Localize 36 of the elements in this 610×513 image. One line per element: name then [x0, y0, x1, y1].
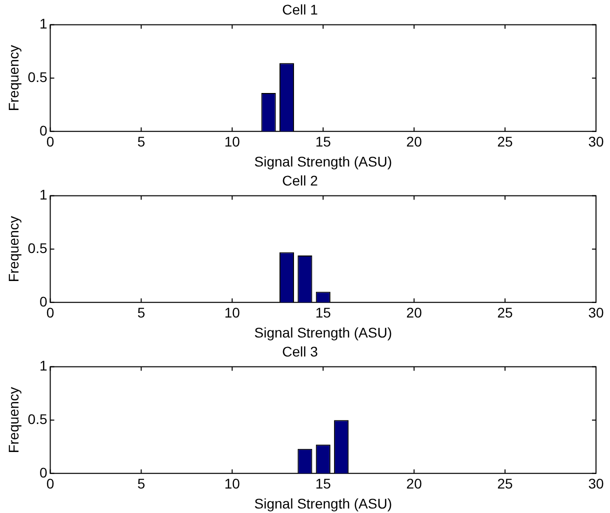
x-axis-title: Signal Strength (ASU) [254, 324, 392, 340]
chart-title: Cell 1 [282, 1, 318, 18]
x-tick-label: 30 [588, 134, 604, 150]
y-tick-label: 1 [39, 358, 48, 374]
x-tick-label: 5 [137, 134, 146, 150]
chart-title: Cell 3 [282, 343, 318, 360]
y-tick-label: 0.5 [28, 68, 48, 85]
x-tick-label: 10 [224, 304, 240, 321]
x-tick-label: 15 [315, 476, 332, 492]
chart-title: Cell 2 [282, 172, 318, 188]
x-tick-label: 10 [224, 134, 240, 150]
x-tick-label: 25 [497, 134, 514, 150]
x-tick-label: 30 [588, 476, 604, 492]
y-tick-label: 1 [39, 16, 48, 32]
y-tick-label: 0 [39, 122, 48, 138]
x-tick-label: 20 [406, 134, 422, 150]
y-axis-title: Frequency [5, 216, 22, 282]
x-tick-label: 20 [406, 476, 422, 492]
x-tick-label: 5 [137, 304, 146, 321]
y-tick-label: 0 [39, 464, 48, 480]
x-tick-label: 5 [137, 476, 146, 492]
y-tick-label: 0.5 [28, 240, 48, 256]
x-axis-title: Signal Strength (ASU) [254, 153, 392, 170]
x-tick-label: 25 [497, 476, 514, 492]
x-tick-label: 10 [224, 476, 240, 492]
y-axis-title: Frequency [5, 387, 22, 454]
x-tick-label: 30 [588, 304, 604, 321]
y-axis-title: Frequency [5, 45, 22, 112]
y-tick-label: 0.5 [28, 410, 48, 427]
x-tick-label: 20 [406, 304, 422, 321]
x-tick-label: 15 [315, 134, 332, 150]
x-axis-title: Signal Strength (ASU) [254, 495, 392, 512]
x-tick-label: 15 [315, 304, 332, 321]
y-tick-label: 1 [39, 186, 48, 203]
y-tick-label: 0 [39, 293, 48, 310]
x-tick-label: 25 [497, 304, 514, 321]
